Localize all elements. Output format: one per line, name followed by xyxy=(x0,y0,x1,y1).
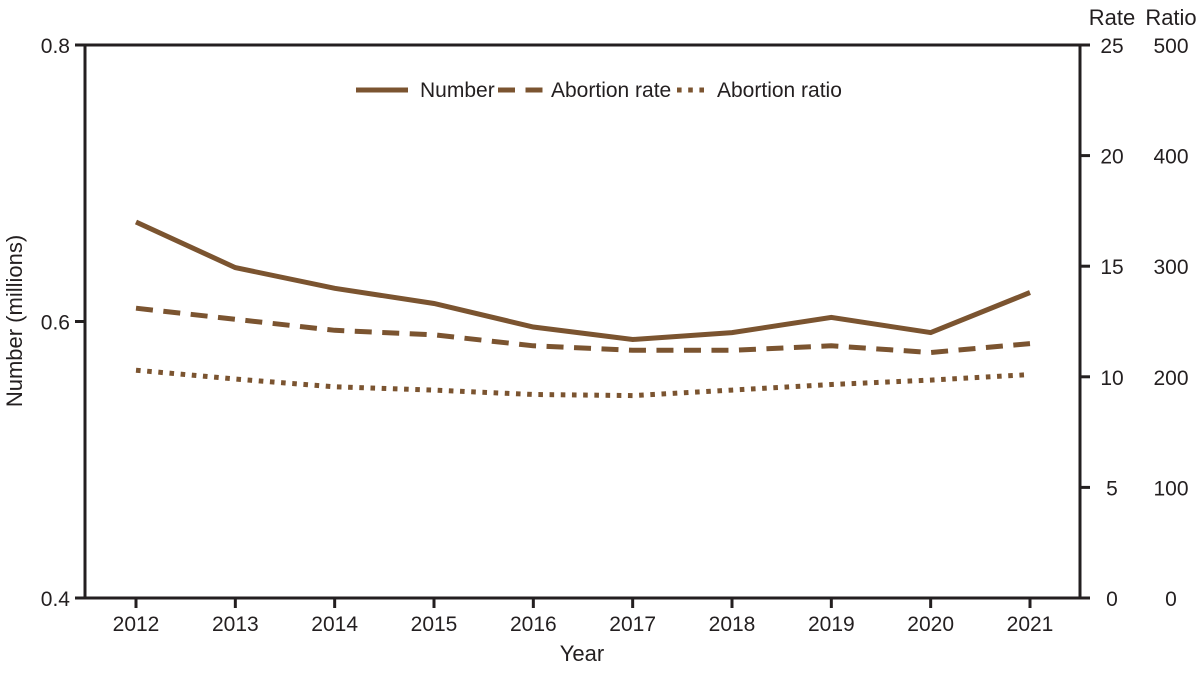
left-axis-tick-label: 0.4 xyxy=(41,588,71,611)
chart-legend: Number Abortion rate Abortion ratio xyxy=(356,79,842,102)
x-axis-title: Year xyxy=(560,641,604,666)
left-axis-tick-label: 0.6 xyxy=(41,312,70,335)
x-axis-tick-label: 2014 xyxy=(311,613,358,636)
rate-axis-header: Rate xyxy=(1089,5,1135,30)
rate-axis-tick-label: 15 xyxy=(1100,256,1123,279)
x-axis-tick-label: 2019 xyxy=(808,613,855,636)
x-axis-tick-label: 2017 xyxy=(609,613,656,636)
legend-label: Abortion rate xyxy=(551,79,671,102)
legend-label: Abortion ratio xyxy=(717,79,842,102)
x-axis-tick-label: 2020 xyxy=(907,613,954,636)
axis-ticks xyxy=(75,43,1090,608)
x-axis-tick-label: 2016 xyxy=(510,613,557,636)
ratio-axis-tick-label: 200 xyxy=(1153,367,1188,390)
series-line-dashed xyxy=(135,305,1031,356)
ratio-axis-tick-label: 300 xyxy=(1153,256,1188,279)
x-axis-tick-label: 2018 xyxy=(709,613,756,636)
x-axis-tick-label: 2013 xyxy=(212,613,259,636)
rate-axis-tick-label: 5 xyxy=(1106,477,1118,500)
axis-tick-labels: 0.8 0.6 0.4 25 500 20 400 15 300 10 200 5 100 0 0 2012 2… xyxy=(41,35,1189,636)
rate-axis-tick-label: 20 xyxy=(1100,146,1123,169)
ratio-axis-tick-label: 400 xyxy=(1153,146,1188,169)
x-axis-tick-label: 2021 xyxy=(1007,613,1054,636)
series-line-dotted xyxy=(135,367,1031,399)
x-axis-tick-label: 2015 xyxy=(411,613,458,636)
rate-axis-tick-label: 25 xyxy=(1100,35,1123,58)
left-axis-title: Number (millions) xyxy=(2,235,27,407)
rate-axis-tick-label: 0 xyxy=(1106,588,1118,611)
x-axis-tick-label: 2012 xyxy=(113,613,160,636)
ratio-axis-tick-label: 0 xyxy=(1165,588,1177,611)
ratio-axis-tick-label: 500 xyxy=(1153,35,1188,58)
ratio-axis-header: Ratio xyxy=(1145,5,1196,30)
series-line-solid xyxy=(134,219,1031,343)
rate-axis-tick-label: 10 xyxy=(1100,367,1123,390)
ratio-axis-tick-label: 100 xyxy=(1153,477,1188,500)
series-lines xyxy=(134,219,1031,399)
left-axis-tick-label: 0.8 xyxy=(41,35,70,58)
legend-label: Number xyxy=(420,79,495,102)
